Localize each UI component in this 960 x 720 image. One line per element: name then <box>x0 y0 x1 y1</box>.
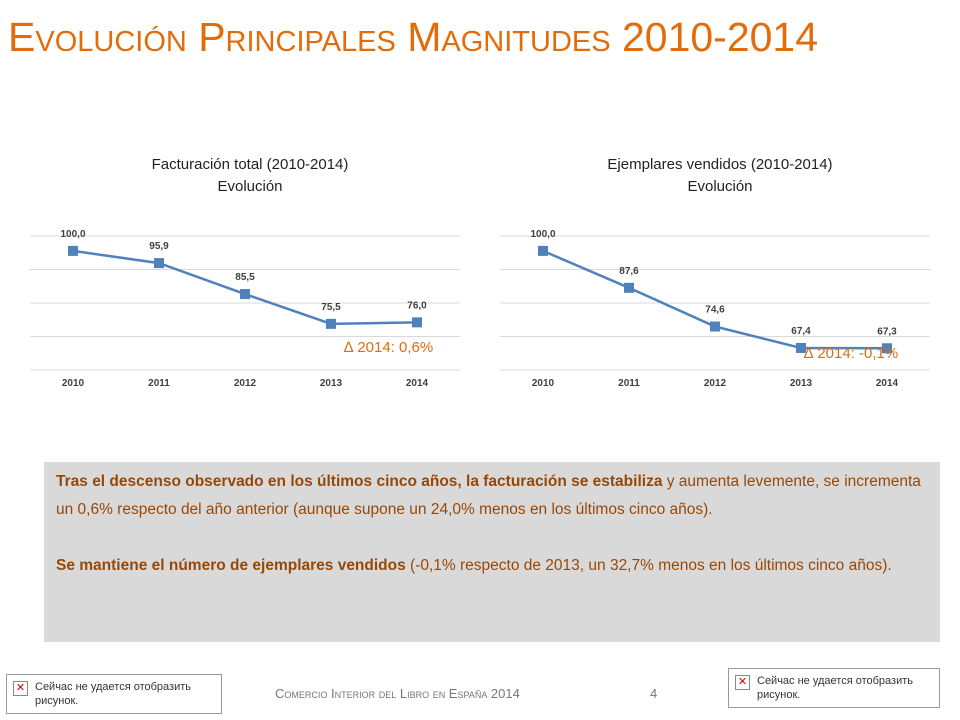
chart-facturacion: Facturación total (2010-2014) Evolución … <box>30 150 470 400</box>
data-label: 67,3 <box>877 326 897 337</box>
data-label: 87,6 <box>619 266 639 277</box>
summary-text-1: y aumenta levemente, se incrementa un 0,… <box>56 473 921 518</box>
data-label: 67,4 <box>791 326 811 337</box>
broken-image-icon: ✕ <box>13 681 28 696</box>
data-label: 74,6 <box>705 305 725 316</box>
data-point <box>326 318 336 329</box>
broken-image-text: Сейчас не удается отобразить рисунок. <box>757 675 913 701</box>
data-point <box>882 343 892 354</box>
x-tick-label: 2010 <box>62 378 85 389</box>
x-tick-label: 2012 <box>234 378 257 389</box>
summary-text-2: (-0,1% respecto de 2013, un 32,7% menos … <box>405 557 892 574</box>
x-tick-label: 2011 <box>618 378 640 389</box>
data-point <box>412 317 422 328</box>
data-label: 76,0 <box>407 300 427 311</box>
page-number: 4 <box>650 686 658 701</box>
page-title: Evolución Principales Magnitudes 2010-20… <box>8 14 819 60</box>
summary-paragraph-2: Se mantiene el número de ejemplares vend… <box>56 552 928 580</box>
chart-subtitle: Evolución <box>687 178 753 195</box>
data-point <box>624 282 634 293</box>
data-label: 95,9 <box>149 241 169 252</box>
x-tick-label: 2011 <box>148 378 170 389</box>
summary-paragraph-1: Tras el descenso observado en los último… <box>56 468 928 524</box>
data-point <box>796 342 806 353</box>
data-point <box>154 258 164 269</box>
broken-image-right: ✕ Сейчас не удается отобразить рисунок. <box>728 668 940 708</box>
footer-text: Comercio Interior del Libro en España 20… <box>275 686 520 701</box>
delta-annotation: ∆ 2014: 0,6% <box>344 339 434 356</box>
chart-title: Facturación total (2010-2014) <box>151 156 349 173</box>
data-label: 100,0 <box>60 229 85 240</box>
data-point <box>68 245 78 256</box>
series-line <box>72 249 418 326</box>
data-point <box>710 321 720 332</box>
x-tick-label: 2014 <box>876 378 899 389</box>
data-point <box>538 245 548 256</box>
data-point <box>240 289 250 300</box>
data-label: 75,5 <box>321 302 341 313</box>
x-tick-label: 2012 <box>704 378 727 389</box>
summary-bold-2: Se mantiene el número de ejemplares vend… <box>56 557 406 574</box>
x-tick-label: 2013 <box>320 378 343 389</box>
x-tick-label: 2013 <box>790 378 813 389</box>
chart-plot: 100,0 2010 95,9 2011 85,5 2012 75,5 2013 76,0 201… <box>30 229 460 389</box>
delta-annotation: ∆ 2014: -0,1% <box>804 345 899 362</box>
chart-title: Ejemplares vendidos (2010-2014) <box>607 156 833 173</box>
data-label: 85,5 <box>235 272 255 283</box>
data-label: 100,0 <box>530 229 555 240</box>
x-tick-label: 2010 <box>532 378 555 389</box>
series-line <box>542 249 888 350</box>
broken-image-text: Сейчас не удается отобразить рисунок. <box>35 681 191 707</box>
x-tick-label: 2014 <box>406 378 429 389</box>
summary-bold-1: Tras el descenso observado en los último… <box>56 473 663 490</box>
summary-textbox: Tras el descenso observado en los último… <box>44 462 940 642</box>
broken-image-icon: ✕ <box>735 675 750 690</box>
chart-ejemplares: Ejemplares vendidos (2010-2014) Evolució… <box>500 150 940 400</box>
chart-plot: 100,0 2010 87,6 2011 74,6 2012 67,4 2013 67,3 201… <box>500 229 930 389</box>
broken-image-left: ✕ Сейчас не удается отобразить рисунок. <box>6 674 222 714</box>
chart-subtitle: Evolución <box>217 178 283 195</box>
